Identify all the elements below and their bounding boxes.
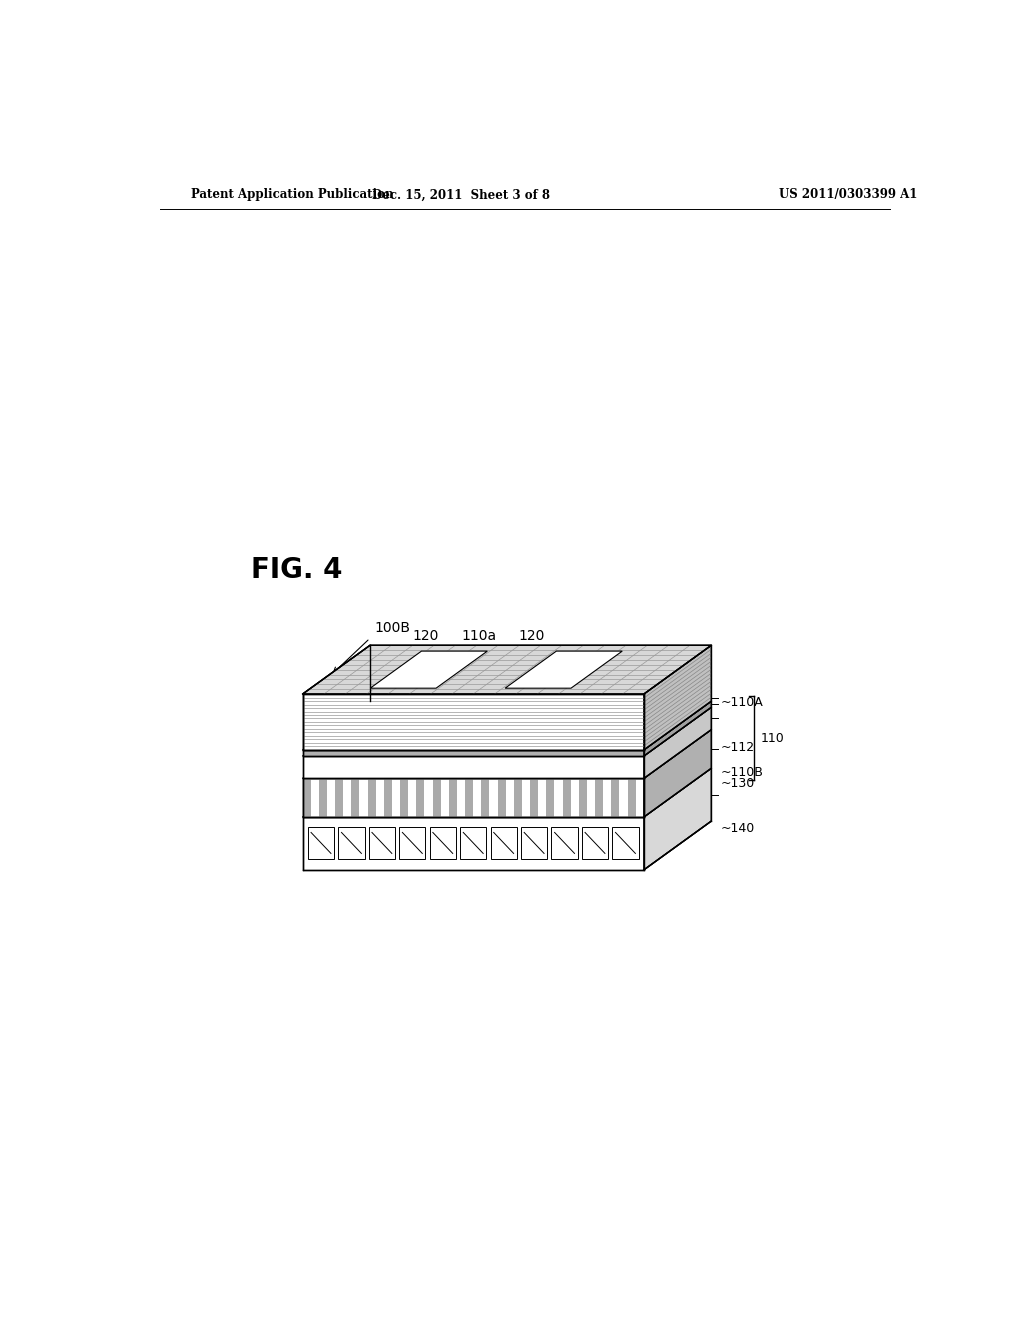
Bar — [432, 779, 440, 817]
Bar — [399, 826, 425, 859]
Bar — [338, 826, 365, 859]
Polygon shape — [644, 768, 712, 870]
Text: Patent Application Publication: Patent Application Publication — [191, 189, 394, 202]
Text: 100B: 100B — [374, 622, 410, 635]
Polygon shape — [644, 645, 712, 750]
Polygon shape — [644, 730, 712, 817]
Bar — [579, 779, 587, 817]
Bar — [611, 779, 620, 817]
Text: ~112: ~112 — [721, 742, 755, 755]
Text: ~110B: ~110B — [721, 766, 764, 779]
Bar — [465, 779, 473, 817]
Polygon shape — [303, 750, 644, 756]
Bar — [384, 779, 392, 817]
Text: 120: 120 — [518, 630, 545, 643]
Bar — [335, 779, 343, 817]
Bar — [369, 826, 395, 859]
Polygon shape — [303, 708, 712, 756]
Bar — [521, 826, 547, 859]
Bar — [582, 826, 608, 859]
Bar — [514, 779, 522, 817]
Text: US 2011/0303399 A1: US 2011/0303399 A1 — [778, 189, 918, 202]
Bar — [595, 779, 603, 817]
Text: Dec. 15, 2011  Sheet 3 of 8: Dec. 15, 2011 Sheet 3 of 8 — [373, 189, 550, 202]
Polygon shape — [303, 701, 712, 750]
Bar — [628, 779, 636, 817]
Text: 120: 120 — [412, 630, 438, 643]
Bar — [400, 779, 409, 817]
Text: ~140: ~140 — [721, 822, 755, 836]
Bar — [318, 779, 327, 817]
Polygon shape — [303, 730, 712, 779]
Polygon shape — [303, 694, 644, 750]
Text: FIG. 4: FIG. 4 — [251, 556, 342, 583]
Polygon shape — [644, 701, 712, 756]
Polygon shape — [505, 651, 623, 688]
Polygon shape — [371, 651, 487, 688]
Bar — [490, 826, 517, 859]
Bar — [368, 779, 376, 817]
Polygon shape — [303, 817, 644, 870]
Bar — [612, 826, 639, 859]
Bar — [417, 779, 425, 817]
Text: ~110A: ~110A — [721, 696, 764, 709]
Bar — [552, 826, 578, 859]
Bar — [498, 779, 506, 817]
Polygon shape — [644, 708, 712, 779]
Polygon shape — [303, 768, 712, 817]
Bar — [460, 826, 486, 859]
Bar — [449, 779, 457, 817]
Bar — [430, 826, 456, 859]
Bar — [481, 779, 489, 817]
Bar — [530, 779, 539, 817]
Text: ~130: ~130 — [721, 776, 755, 789]
Bar — [547, 779, 554, 817]
Text: 110a: 110a — [461, 630, 497, 643]
Polygon shape — [303, 779, 644, 817]
Bar — [308, 826, 334, 859]
Bar — [351, 779, 359, 817]
Bar — [303, 779, 310, 817]
Text: 110: 110 — [761, 731, 784, 744]
Bar — [562, 779, 570, 817]
Polygon shape — [303, 645, 712, 694]
Polygon shape — [303, 756, 644, 779]
